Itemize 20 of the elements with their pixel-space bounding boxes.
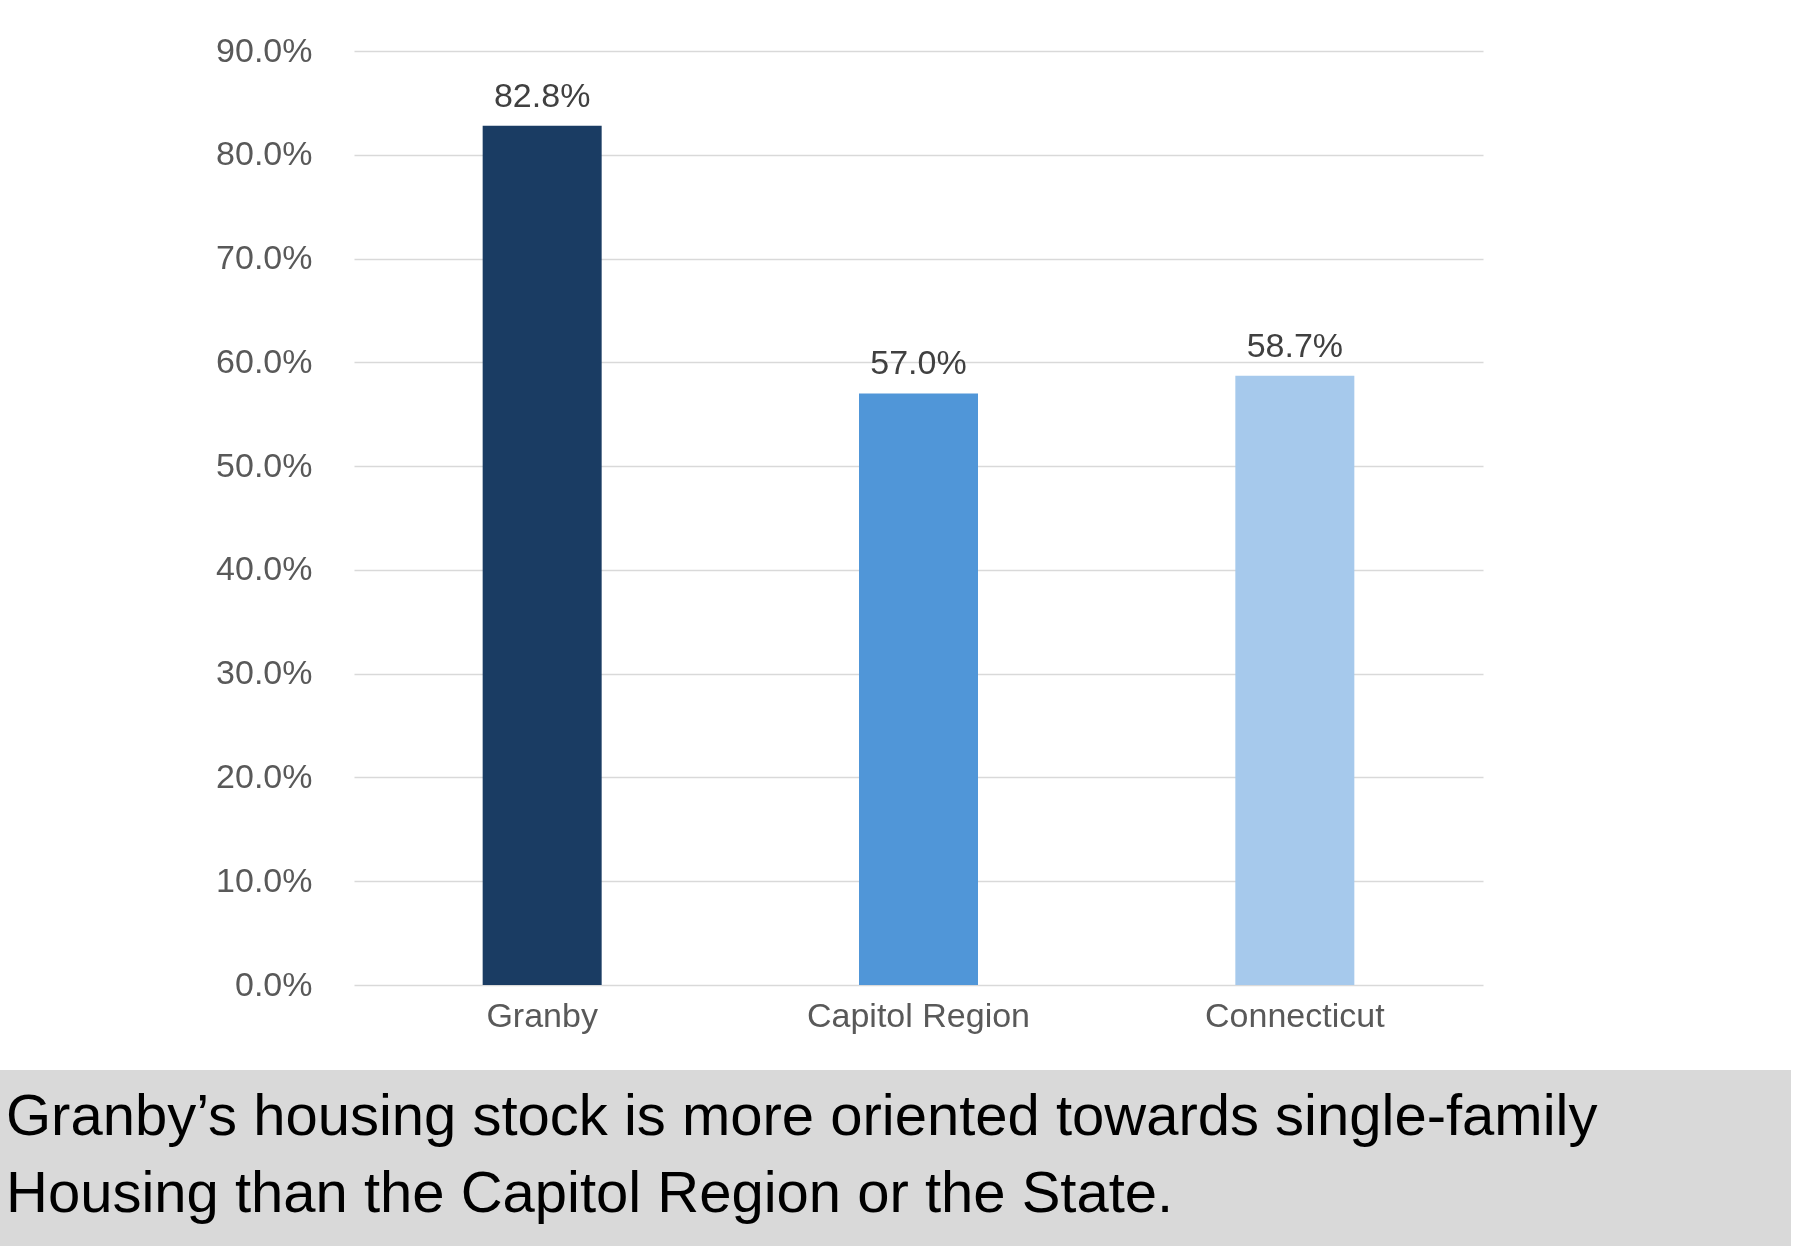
y-tick-label: 50.0%: [216, 445, 313, 484]
y-tick-label: 70.0%: [216, 238, 313, 277]
y-tick-label: 10.0%: [216, 860, 313, 899]
y-tick-label: 20.0%: [216, 756, 313, 795]
y-tick-label: 90.0%: [216, 30, 313, 69]
x-tick-label: Connecticut: [1205, 995, 1386, 1034]
text: Granby’s housing stock is more oriented towards single-family Housing than the Capitol Region or the State.: [6, 1082, 1598, 1224]
y-tick-label: 40.0%: [216, 549, 313, 588]
bar: [859, 393, 978, 985]
y-tick-label: 30.0%: [216, 653, 313, 692]
bar: [1235, 375, 1355, 985]
x-tick-label: Granby: [486, 995, 598, 1034]
data-label: 58.7%: [1246, 325, 1344, 364]
y-tick-label: 80.0%: [216, 134, 313, 173]
bar: [482, 125, 602, 985]
y-tick-label: 0.0%: [235, 964, 313, 1003]
y-tick-label: 60.0%: [216, 341, 313, 380]
x-tick-label: Capitol Region: [806, 995, 1031, 1034]
data-label: 82.8%: [493, 75, 591, 114]
data-label: 57.0%: [870, 343, 967, 382]
